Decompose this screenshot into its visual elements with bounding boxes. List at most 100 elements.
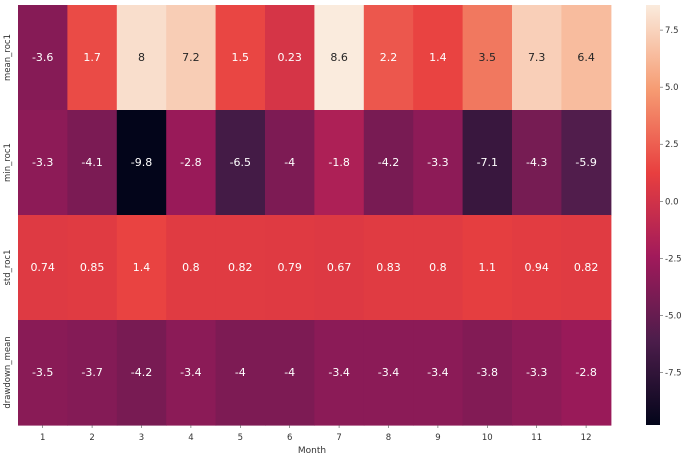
heatmap-cell: [561, 110, 612, 216]
y-axis-ticks: mean_roc1 min_roc1 std_roc1 drawdown_mean: [3, 34, 13, 409]
x-tick-label: 11: [531, 433, 542, 443]
x-tick-label: 2: [89, 433, 94, 443]
x-axis-title: Month: [298, 446, 326, 456]
cell-value-label: -3.8: [477, 366, 498, 379]
heatmap-cell: [265, 215, 315, 321]
cell-value-label: 0.23: [277, 51, 302, 64]
x-tick-label: 8: [386, 433, 391, 443]
heatmap-cell: [413, 5, 464, 111]
cell-value-label: 0.85: [80, 261, 105, 274]
y-tick-label: std_roc1: [3, 250, 13, 286]
heatmap-cell: [265, 110, 315, 216]
heatmap-cell: [166, 215, 217, 321]
cell-value-label: -3.4: [180, 366, 201, 379]
heatmap-cell: [67, 215, 118, 321]
cell-value-label: 1.5: [232, 51, 250, 64]
cell-value-label: 3.5: [479, 51, 497, 64]
heatmap-cell: [215, 215, 266, 321]
heatmap-cell: [314, 320, 365, 426]
cell-value-label: 0.82: [574, 261, 599, 274]
cell-value-label: 1.7: [83, 51, 101, 64]
heatmap-cell: [413, 215, 464, 321]
heatmap-cell: [116, 320, 167, 426]
cell-value-label: -1.8: [328, 156, 349, 169]
colorbar-tick-label: -7.5: [665, 369, 682, 379]
x-tick-label: 10: [482, 433, 493, 443]
heatmap-cell: [363, 110, 414, 216]
x-tick-label: 7: [336, 433, 341, 443]
heatmap-cell: [512, 5, 562, 111]
cell-value-label: -7.1: [477, 156, 498, 169]
cell-value-label: -3.7: [81, 366, 102, 379]
colorbar-tick-label: -5.0: [665, 311, 682, 321]
heatmap-cell: [215, 320, 266, 426]
heatmap-cell: [561, 320, 612, 426]
cell-value-label: -6.5: [230, 156, 251, 169]
heatmap-cell: [512, 215, 562, 321]
cell-value-label: 0.94: [524, 261, 549, 274]
heatmap-cell: [166, 110, 217, 216]
cell-value-label: -2.8: [575, 366, 596, 379]
heatmap-cell: [215, 5, 266, 111]
cell-value-label: 0.8: [182, 261, 200, 274]
colorbar: -7.5 -5.0 -2.5 0.0 2.5 5.0 7.5: [646, 5, 682, 425]
cell-value-label: 6.4: [577, 51, 595, 64]
cell-value-label: -3.4: [378, 366, 399, 379]
x-tick-label: 9: [435, 433, 440, 443]
cell-value-label: 7.3: [528, 51, 546, 64]
heatmap-cell: [265, 5, 315, 111]
cell-value-label: -9.8: [131, 156, 152, 169]
cell-value-label: -4: [235, 366, 246, 379]
heatmap-cell: [462, 320, 513, 426]
cell-value-label: 0.74: [30, 261, 55, 274]
cell-value-label: -3.3: [427, 156, 448, 169]
x-axis-ticks: 1 2 3 4 5 6 7 8 9 10 11 12: [40, 425, 592, 443]
colorbar-tick-label: 0.0: [665, 197, 679, 207]
cell-value-label: 8.6: [330, 51, 348, 64]
cell-value-label: -3.6: [32, 51, 53, 64]
cell-value-label: -5.9: [575, 156, 596, 169]
colorbar-tick-label: 2.5: [665, 140, 679, 150]
heatmap-cell: [314, 215, 365, 321]
colorbar-tick-label: 7.5: [665, 26, 679, 36]
heatmap-cell: [166, 320, 217, 426]
heatmap-cells: [18, 5, 612, 426]
x-tick-label: 12: [581, 433, 592, 443]
cell-value-label: 0.67: [327, 261, 352, 274]
colorbar-tick-label: 5.0: [665, 83, 679, 93]
y-tick-label: mean_roc1: [3, 34, 13, 81]
heatmap-cell: [363, 320, 414, 426]
cell-value-label: 7.2: [182, 51, 200, 64]
x-tick-label: 6: [287, 433, 292, 443]
cell-value-label: 2.2: [380, 51, 398, 64]
heatmap-cell: [512, 320, 562, 426]
cell-value-label: 0.8: [429, 261, 447, 274]
cell-value-label: 0.82: [228, 261, 253, 274]
cell-value-label: -4: [284, 156, 295, 169]
cell-value-label: -2.8: [180, 156, 201, 169]
y-tick-label: drawdown_mean: [3, 336, 13, 408]
heatmap-cell: [265, 320, 315, 426]
heatmap-cell: [18, 5, 68, 111]
heatmap-cell: [314, 110, 365, 216]
cell-value-label: -3.5: [32, 366, 53, 379]
heatmap-cell: [561, 5, 612, 111]
cell-value-label: -3.3: [526, 366, 547, 379]
heatmap-cell: [116, 215, 167, 321]
heatmap-cell: [116, 5, 167, 111]
cell-value-label: 1.4: [133, 261, 151, 274]
heatmap-cell: [215, 110, 266, 216]
cell-value-label: -4.2: [378, 156, 399, 169]
heatmap-cell: [512, 110, 562, 216]
heatmap-cell: [363, 215, 414, 321]
x-tick-label: 4: [188, 433, 193, 443]
heatmap-cell: [18, 215, 68, 321]
heatmap-cell: [67, 110, 118, 216]
heatmap-cell: [462, 110, 513, 216]
y-tick-label: min_roc1: [3, 143, 13, 182]
heatmap-cell: [363, 5, 414, 111]
x-tick-label: 3: [139, 433, 144, 443]
heatmap-cell: [314, 5, 365, 111]
heatmap-cell: [561, 215, 612, 321]
